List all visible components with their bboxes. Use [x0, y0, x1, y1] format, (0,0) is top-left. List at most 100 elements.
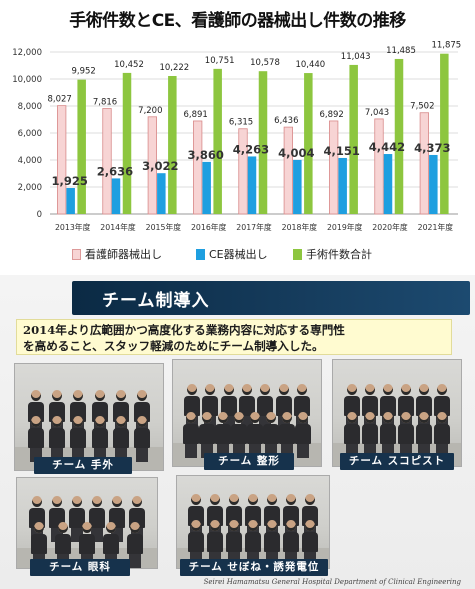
- y-tick-label: 10,000: [12, 75, 42, 85]
- team-photo-ophthalmology: [16, 477, 158, 569]
- bar-total: [304, 73, 313, 214]
- team-description: 2014年より広範囲かつ高度化する業務内容に対応する専門性 を高めること、スタッ…: [16, 319, 452, 355]
- data-label-nurse: 7,043: [365, 108, 389, 118]
- bar-nurse: [283, 126, 293, 215]
- person-figure: [295, 412, 311, 458]
- person-figure: [199, 412, 215, 458]
- person-figure: [91, 416, 108, 462]
- x-tick-label: 2015年度: [146, 222, 182, 232]
- x-axis: 2013年度 2014年度 2015年度 2016年度 2017年度 2018年度 2019…: [55, 222, 453, 232]
- legend-label-total: 手術件数合計: [306, 248, 372, 261]
- bar-total: [394, 58, 404, 214]
- person-figure: [279, 412, 295, 458]
- bar-total: [168, 76, 177, 215]
- x-tick-label: 2020年度: [372, 222, 408, 232]
- bar-nurse: [57, 105, 67, 215]
- person-figure: [416, 412, 432, 458]
- data-label-ce: 2,636: [97, 164, 133, 178]
- team-caption-hand: チーム 手外: [34, 457, 132, 474]
- x-tick-label: 2017年度: [236, 222, 272, 232]
- bar-ce: [247, 156, 257, 214]
- person-figure: [344, 412, 360, 458]
- data-label-nurse: 7,200: [138, 106, 162, 116]
- bar-ce: [157, 173, 166, 214]
- data-label-nurse: 7,816: [93, 97, 117, 107]
- x-tick-label: 2019年度: [327, 222, 363, 232]
- team-caption-ortho: チーム 整形: [204, 453, 294, 470]
- legend-swatch-total: [293, 248, 302, 260]
- y-tick-label: 2,000: [18, 183, 42, 193]
- data-label-total: 10,452: [114, 60, 144, 70]
- bar-ce: [202, 161, 211, 214]
- team-description-line-1: 2014年より広範囲かつ高度化する業務内容に対応する専門性: [23, 323, 345, 337]
- team-caption-scopist: チーム スコピスト: [340, 453, 454, 470]
- bar-total: [213, 68, 222, 214]
- bar-ce: [429, 154, 438, 214]
- team-description-line-2: を高めること、スタッフ軽減のためにチーム制導入した。: [23, 339, 324, 353]
- team-photo-hand: [14, 363, 164, 471]
- legend-item-ce: CE器械出し: [196, 246, 268, 262]
- team-caption-ophthalmology: チーム 眼科: [30, 559, 130, 576]
- team-section: チーム制導入 2014年より広範囲かつ高度化する業務内容に対応する専門性 を高め…: [0, 275, 475, 589]
- data-label-nurse: 7,502: [410, 102, 434, 112]
- team-heading: チーム制導入: [102, 291, 210, 311]
- data-label-nurse: 8,027: [47, 95, 71, 105]
- data-label-total: 10,578: [250, 58, 280, 68]
- bar-total: [77, 79, 86, 214]
- y-axis: 0 2,000 4,000 6,000 8,000 10,000 12,000: [12, 48, 42, 220]
- data-label-nurse: 6,892: [319, 110, 343, 120]
- person-figure: [27, 416, 44, 462]
- data-label-ce: 3,022: [142, 159, 178, 173]
- data-labels: 8,027 1,925 9,952 7,816 2,636 10,452 7,200 3,02…: [47, 41, 461, 188]
- team-photo-scopist: [332, 359, 462, 467]
- data-label-total: 9,952: [71, 67, 95, 77]
- data-label-total: 10,751: [205, 56, 235, 66]
- data-label-total: 10,222: [159, 63, 189, 73]
- bar-ce: [111, 178, 121, 214]
- bar-nurse: [102, 108, 112, 215]
- data-label-nurse: 6,891: [183, 110, 207, 120]
- legend-swatch-ce: [196, 248, 205, 260]
- chart: 0 2,000 4,000 6,000 8,000 10,000 12,000 8,027 1…: [12, 41, 461, 232]
- bar-total: [122, 72, 132, 214]
- bar-ce: [293, 159, 302, 214]
- person-figure: [127, 522, 143, 568]
- legend-item-total: 手術件数合計: [293, 246, 372, 262]
- bar-nurse: [238, 128, 248, 215]
- person-figure: [434, 412, 450, 458]
- data-label-ce: 4,151: [323, 144, 359, 158]
- bar-nurse: [193, 120, 203, 215]
- team-banner: チーム制導入: [72, 281, 470, 315]
- bar-nurse: [147, 116, 157, 215]
- legend-label-nurse: 看護師器械出し: [85, 248, 162, 261]
- bar-total: [440, 53, 449, 214]
- person-figure: [398, 412, 414, 458]
- data-label-ce: 4,004: [278, 146, 314, 160]
- y-tick-label: 4,000: [18, 156, 42, 166]
- data-label-total: 10,440: [295, 60, 325, 70]
- data-label-total: 11,875: [431, 41, 461, 51]
- person-figure: [183, 412, 199, 458]
- person-figure: [70, 416, 87, 462]
- data-label-nurse: 6,436: [274, 116, 298, 126]
- data-label-nurse: 6,315: [229, 118, 253, 128]
- bar-ce: [66, 188, 75, 214]
- bar-total: [258, 71, 268, 215]
- person-figure: [89, 496, 105, 542]
- legend-label-ce: CE器械出し: [209, 248, 268, 261]
- person-figure: [134, 416, 151, 462]
- data-label-total: 11,043: [341, 52, 371, 62]
- data-label-ce: 4,373: [414, 141, 450, 155]
- legend-swatch-nurse: [72, 248, 81, 260]
- person-figure: [380, 412, 396, 458]
- x-tick-label: 2021年度: [418, 222, 454, 232]
- footer-credit: Seirei Hamamatsu General Hospital Depart…: [203, 578, 461, 586]
- person-figure: [247, 412, 263, 458]
- legend-item-nurse: 看護師器械出し: [72, 246, 162, 262]
- team-photo-spine: [176, 475, 330, 569]
- x-tick-label: 2014年度: [100, 222, 136, 232]
- y-tick-label: 12,000: [12, 48, 42, 58]
- chart-bars: [57, 53, 449, 215]
- person-figure: [231, 412, 247, 458]
- y-tick-label: 0: [37, 210, 42, 220]
